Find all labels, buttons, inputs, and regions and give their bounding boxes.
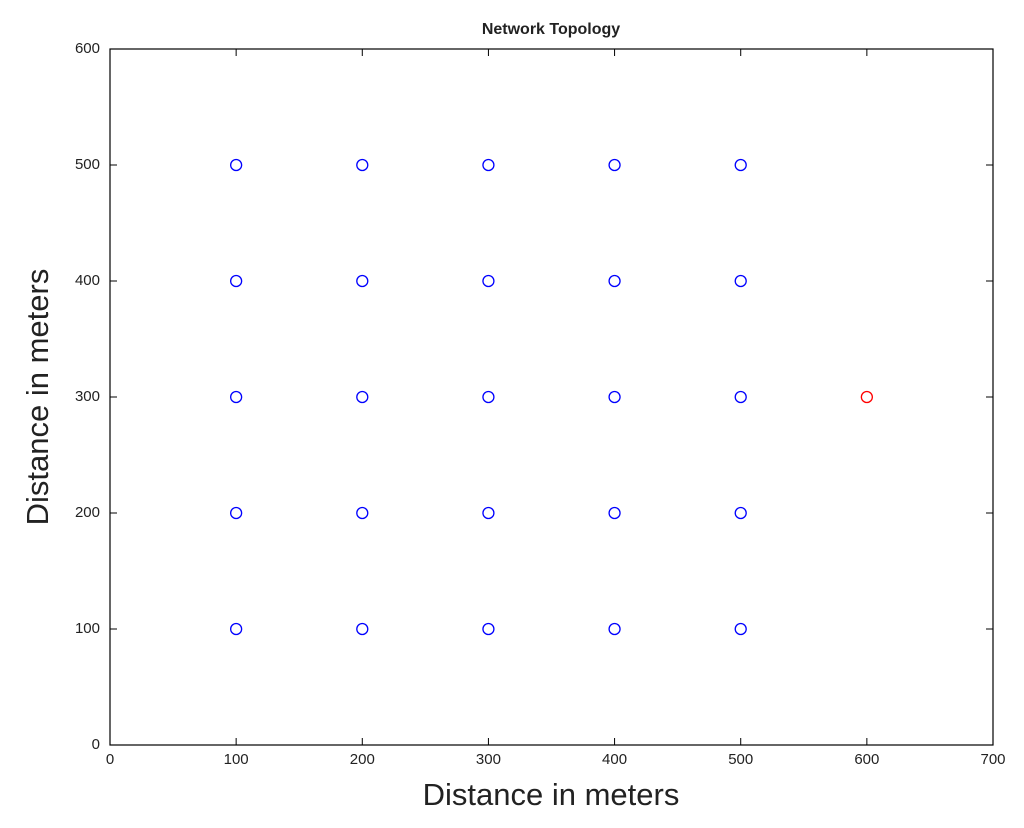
x-tick-label: 400 <box>602 751 627 768</box>
scatter-point <box>608 274 621 288</box>
x-tick-label: 200 <box>350 751 375 768</box>
scatter-point <box>482 506 495 520</box>
x-tick-label: 500 <box>728 751 753 768</box>
scatter-point <box>356 390 369 404</box>
scatter-point <box>482 158 495 172</box>
scatter-point <box>608 390 621 404</box>
y-tick-label: 300 <box>75 388 100 405</box>
x-tick-label: 700 <box>980 751 1005 768</box>
y-tick-label: 0 <box>92 736 100 753</box>
y-tick-label: 200 <box>75 504 100 521</box>
scatter-point <box>356 506 369 520</box>
scatter-point <box>608 506 621 520</box>
scatter-point <box>356 274 369 288</box>
chart-title: Network Topology <box>482 21 620 38</box>
scatter-point <box>608 158 621 172</box>
scatter-point <box>482 390 495 404</box>
x-axis-label: Distance in meters <box>423 777 680 812</box>
scatter-point <box>229 158 243 172</box>
scatter-point <box>734 506 747 520</box>
y-tick-label: 100 <box>75 620 100 637</box>
scatter-point <box>229 390 243 404</box>
x-tick-label: 300 <box>476 751 501 768</box>
scatter-point <box>482 274 495 288</box>
scatter-point <box>860 390 874 404</box>
scatter-point <box>608 622 621 636</box>
y-tick-label: 600 <box>75 40 100 57</box>
scatter-point <box>229 274 243 288</box>
scatter-point <box>356 622 369 636</box>
scatter-point <box>229 506 243 520</box>
plot-frame <box>109 48 994 746</box>
scatter-point <box>229 622 243 636</box>
scatter-point <box>734 622 747 636</box>
scatter-point <box>734 158 747 172</box>
x-tick-label: 100 <box>224 751 249 768</box>
scatter-point <box>482 622 495 636</box>
y-tick-label: 500 <box>75 156 100 173</box>
scatter-point <box>734 274 747 288</box>
y-tick-label: 400 <box>75 272 100 289</box>
y-axis-label: Distance in meters <box>20 269 55 526</box>
x-tick-label: 0 <box>106 751 114 768</box>
scatter-point <box>356 158 369 172</box>
x-tick-label: 600 <box>854 751 879 768</box>
scatter-point <box>734 390 747 404</box>
